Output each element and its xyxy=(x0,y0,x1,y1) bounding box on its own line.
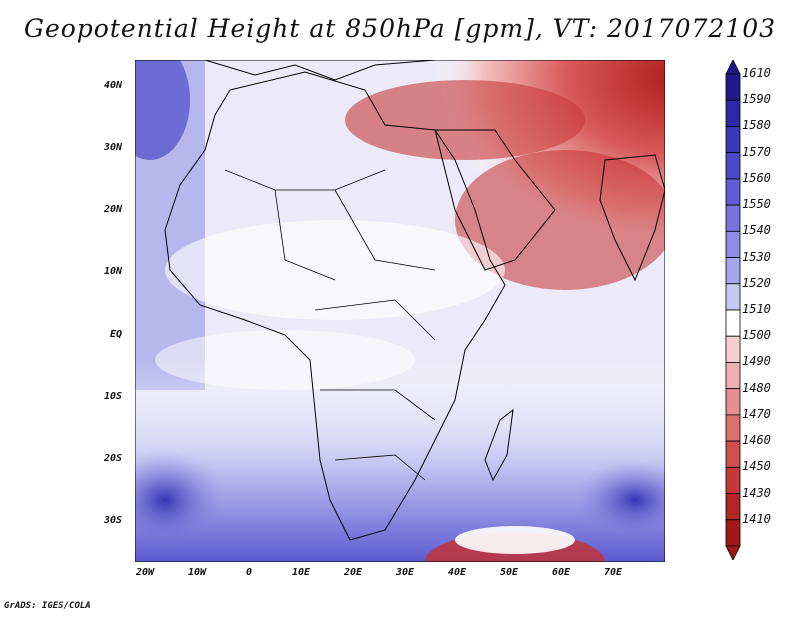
legend-swatch xyxy=(725,466,741,494)
legend-label: 1470 xyxy=(742,406,771,421)
legend-boxes xyxy=(725,60,741,560)
legend-label: 1480 xyxy=(742,380,771,395)
legend-label: 1430 xyxy=(742,485,771,500)
legend-swatch xyxy=(725,440,741,468)
lat-label: 10S xyxy=(104,391,123,402)
lat-label: 40N xyxy=(104,80,123,91)
lon-label: 10E xyxy=(292,567,311,578)
legend-arrow-top xyxy=(725,60,741,75)
legend-swatch xyxy=(725,152,741,180)
legend-swatch xyxy=(725,388,741,416)
legend-swatch xyxy=(725,493,741,521)
lat-label: 20N xyxy=(104,204,123,215)
legend-label: 1540 xyxy=(742,223,771,238)
legend-swatch xyxy=(725,99,741,127)
lon-label: 30E xyxy=(396,567,415,578)
legend-label: 1580 xyxy=(742,118,771,133)
legend-swatch xyxy=(725,519,741,547)
lon-label: 70E xyxy=(604,567,623,578)
legend-swatch xyxy=(725,126,741,154)
credit-text: GrADS: IGES/COLA xyxy=(4,601,91,611)
lon-label: 60E xyxy=(552,567,571,578)
legend-swatch xyxy=(725,414,741,442)
legend-swatch xyxy=(725,204,741,232)
legend-arrow-bottom xyxy=(725,545,741,560)
legend-swatch xyxy=(725,335,741,363)
lon-label: 20W xyxy=(136,567,155,578)
legend-label: 1590 xyxy=(742,92,771,107)
lon-label: 10W xyxy=(188,567,207,578)
lon-label: 20E xyxy=(344,567,363,578)
lat-label: 10N xyxy=(104,266,123,277)
lon-label: 40E xyxy=(448,567,467,578)
legend-swatch xyxy=(725,230,741,258)
chart-title: Geopotential Height at 850hPa [gpm], VT:… xyxy=(23,14,777,43)
legend-swatch xyxy=(725,178,741,206)
legend-swatch xyxy=(725,257,741,285)
legend-label: 1500 xyxy=(742,328,771,343)
lon-label: 50E xyxy=(500,567,519,578)
map-plot xyxy=(135,60,665,562)
legend-label: 1570 xyxy=(742,144,771,159)
lat-label: 30N xyxy=(104,142,123,153)
legend-label: 1460 xyxy=(742,433,771,448)
legend-label: 1410 xyxy=(742,511,771,526)
legend-label: 1510 xyxy=(742,302,771,316)
lat-label: 30S xyxy=(104,515,123,526)
legend-swatch xyxy=(725,73,741,101)
legend-label: 1520 xyxy=(742,275,771,290)
lat-label: EQ xyxy=(110,329,123,340)
legend-label: 1450 xyxy=(742,459,771,474)
color-legend xyxy=(725,60,741,560)
legend-swatch xyxy=(725,362,741,390)
lon-label: 0 xyxy=(246,567,253,578)
legend-swatch xyxy=(725,283,741,311)
legend-label: 1490 xyxy=(742,354,771,369)
lat-label: 20S xyxy=(104,453,123,464)
legend-label: 1550 xyxy=(742,197,771,212)
legend-swatch xyxy=(725,309,741,337)
legend-label: 1530 xyxy=(742,249,771,264)
legend-label: 1560 xyxy=(742,170,771,185)
legend-label: 1610 xyxy=(742,66,771,80)
